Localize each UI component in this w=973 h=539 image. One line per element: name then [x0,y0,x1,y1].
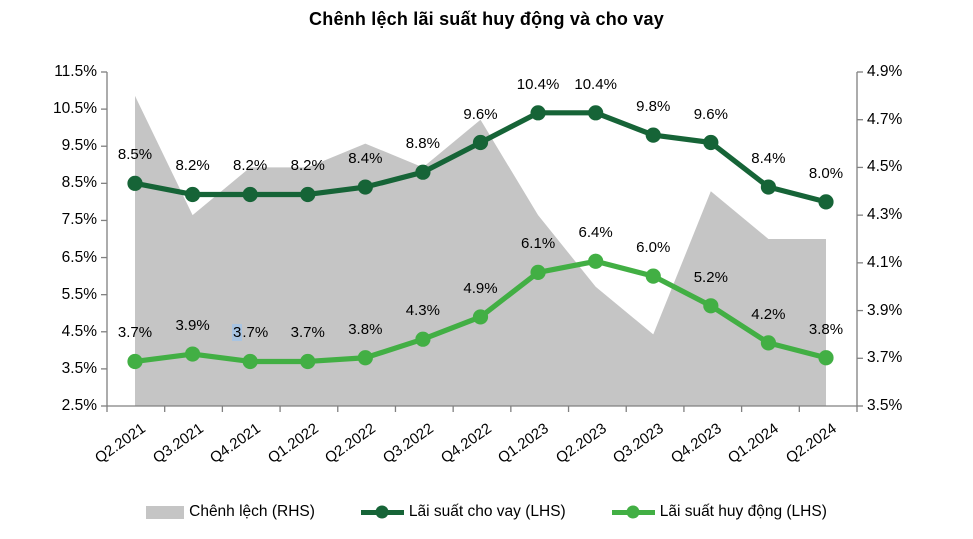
data-point-marker [645,127,661,143]
data-point-marker [184,186,201,203]
data-point-marker [703,298,719,314]
chart-title: Chênh lệch lãi suất huy động và cho vay [309,9,664,29]
data-point-marker [588,253,604,269]
data-point-marker [300,186,316,203]
legend-item-huy-dong: Lãi suất huy động (LHS) [611,503,827,521]
area-swatch-icon [146,505,185,519]
legend: Chênh lệch (RHS) Lãi suất cho vay (LHS) … [0,503,973,521]
legend-label: Lãi suất huy động (LHS) [659,503,827,520]
data-point-marker [760,179,777,195]
data-point-marker [818,194,834,210]
line-dot-swatch-icon [611,505,655,519]
data-point-marker [530,105,546,121]
data-point-marker [242,353,258,370]
data-point-marker [588,105,604,121]
data-point-marker [127,175,143,191]
data-point-marker [357,179,373,195]
line-dot-swatch-icon [360,505,404,519]
data-point-marker [415,331,431,347]
dot-icon [626,505,640,519]
data-point-marker [703,134,719,151]
data-point-marker [472,309,489,325]
data-point-marker [184,346,201,362]
data-point-marker [127,353,143,370]
legend-label: Lãi suất cho vay (LHS) [408,503,566,520]
legend-item-cho-vay: Lãi suất cho vay (LHS) [360,503,566,521]
data-point-marker [242,186,258,203]
legend-item-chenh-lech: Chênh lệch (RHS) [146,503,315,521]
data-point-marker [760,335,777,351]
area-series-chenh-lech [135,95,826,406]
data-point-marker [357,350,373,366]
data-point-marker [300,353,316,370]
data-point-marker [818,350,834,366]
dot-icon [375,505,389,519]
data-point-marker [472,134,489,151]
data-point-marker [530,264,546,280]
data-point-marker [645,268,661,284]
legend-label: Chênh lệch (RHS) [189,503,315,520]
data-point-marker [415,164,431,180]
